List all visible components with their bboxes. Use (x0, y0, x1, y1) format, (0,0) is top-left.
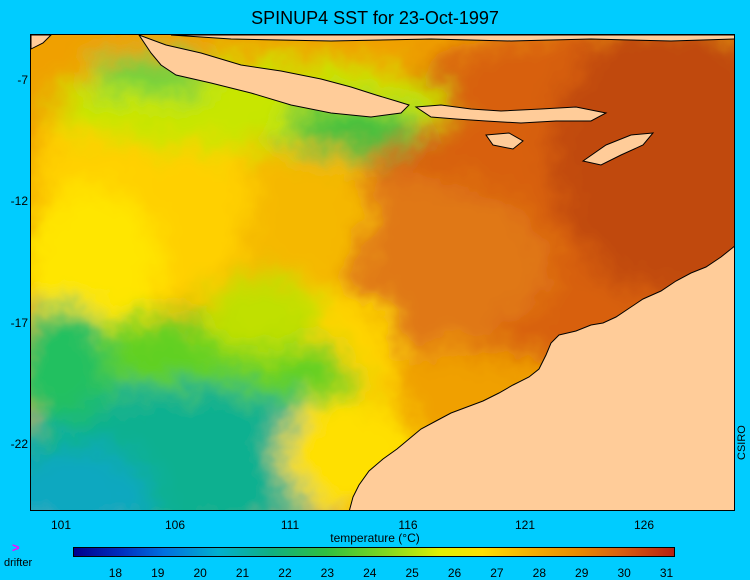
lon-label-126: 126 (633, 518, 655, 532)
colorbar-tick-label: 20 (193, 566, 207, 580)
colorbar-tick-label: 26 (447, 566, 462, 580)
land-sumatra (31, 35, 52, 50)
colorbar-tick-label: 27 (490, 566, 504, 580)
lat-label-17: -17 (10, 316, 28, 330)
lon-label-101: 101 (50, 518, 72, 532)
colorbar-tick-label: 18 (108, 566, 123, 580)
land-north (170, 35, 734, 42)
land-sumba (485, 132, 524, 150)
drifter-legend-label: drifter (4, 557, 33, 569)
land-lesser-sunda (414, 104, 608, 124)
sst-map-canvas (31, 35, 734, 510)
colorbar-tick-label: 22 (278, 566, 292, 580)
lon-label-106: 106 (164, 518, 186, 532)
sst-map (30, 34, 735, 511)
colorbar-title: temperature (°C) (330, 531, 420, 545)
land-timor (581, 132, 655, 166)
lat-label-12: -12 (10, 194, 28, 208)
land-australia (349, 245, 734, 510)
colorbar-tick-label: 29 (575, 566, 589, 580)
colorbar-tick-label: 19 (151, 566, 165, 580)
drifter-marker-icon: > (12, 540, 20, 555)
land (31, 35, 734, 510)
sst-field (31, 35, 734, 510)
colorbar-tick-label: 24 (363, 566, 377, 580)
land-java (138, 35, 410, 118)
colorbar-tick-label: 23 (320, 566, 335, 580)
colorbar-tick-label: 21 (235, 566, 250, 580)
colorbar-tick-label: 28 (532, 566, 546, 580)
credit-label: CSIRO (736, 425, 748, 460)
lon-label-116: 116 (398, 518, 418, 532)
lat-label-22: -22 (10, 437, 28, 451)
colorbar-tick-label: 31 (659, 566, 674, 580)
map-title: SPINUP4 SST for 23-Oct-1997 (251, 8, 499, 28)
colorbar-tick-label: 25 (405, 566, 419, 580)
colorbar (73, 547, 675, 557)
lon-label-121: 121 (514, 518, 536, 532)
lat-label-7: -7 (17, 73, 28, 87)
colorbar-tick-label: 30 (617, 566, 631, 580)
lon-label-111: 111 (280, 518, 300, 532)
